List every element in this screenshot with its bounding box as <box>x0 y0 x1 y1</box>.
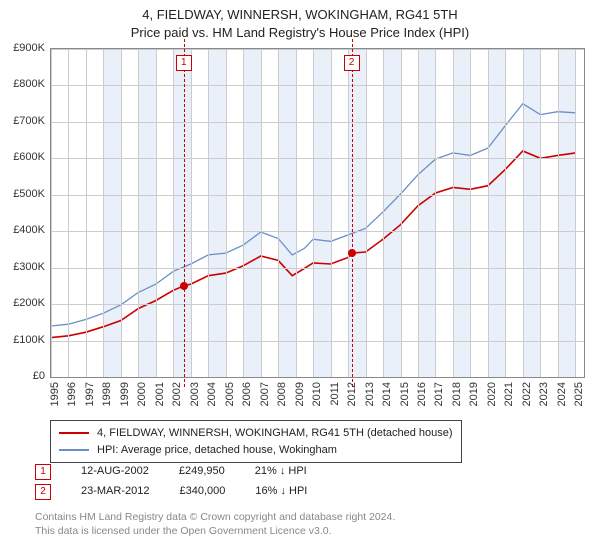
x-tick-label: 2022 <box>521 382 533 406</box>
title-line1: 4, FIELDWAY, WINNERSH, WOKINGHAM, RG41 5… <box>0 6 600 24</box>
x-tick-label: 2003 <box>189 382 201 406</box>
y-tick-label: £400K <box>0 224 45 236</box>
legend-label-series1: 4, FIELDWAY, WINNERSH, WOKINGHAM, RG41 5… <box>97 425 453 442</box>
title-line2: Price paid vs. HM Land Registry's House … <box>0 24 600 42</box>
x-tick-label: 2005 <box>224 382 236 406</box>
legend-swatch-series2 <box>59 449 89 451</box>
x-tick-label: 2001 <box>154 382 166 406</box>
legend: 4, FIELDWAY, WINNERSH, WOKINGHAM, RG41 5… <box>50 420 462 463</box>
legend-row-series1: 4, FIELDWAY, WINNERSH, WOKINGHAM, RG41 5… <box>59 425 453 442</box>
x-tick-label: 2006 <box>241 382 253 406</box>
x-tick-label: 2016 <box>416 382 428 406</box>
x-tick-label: 2011 <box>329 382 341 406</box>
transaction-delta-1: 21% ↓ HPI <box>255 462 307 482</box>
x-tick-label: 1997 <box>84 382 96 406</box>
y-tick-label: £600K <box>0 151 45 163</box>
legend-label-series2: HPI: Average price, detached house, Woki… <box>97 442 337 459</box>
x-tick-label: 2025 <box>573 382 585 406</box>
x-tick-label: 2019 <box>468 382 480 406</box>
x-tick-label: 2014 <box>381 382 393 406</box>
y-tick-label: £0 <box>0 370 45 382</box>
x-tick-label: 2013 <box>364 382 376 406</box>
x-tick-label: 1996 <box>66 382 78 406</box>
x-tick-label: 1995 <box>49 382 61 406</box>
transaction-row-2: 2 23-MAR-2012 £340,000 16% ↓ HPI <box>35 482 307 502</box>
x-tick-label: 2018 <box>451 382 463 406</box>
x-tick-label: 2015 <box>399 382 411 406</box>
x-tick-label: 2023 <box>538 382 550 406</box>
y-tick-label: £100K <box>0 334 45 346</box>
transaction-date-1: 12-AUG-2002 <box>81 462 149 482</box>
y-tick-label: £800K <box>0 78 45 90</box>
x-tick-label: 2012 <box>346 382 358 406</box>
x-tick-label: 2004 <box>206 382 218 406</box>
x-tick-label: 2020 <box>486 382 498 406</box>
transaction-marker-1: 1 <box>35 464 51 480</box>
title-block: 4, FIELDWAY, WINNERSH, WOKINGHAM, RG41 5… <box>0 0 600 42</box>
x-tick-label: 1998 <box>101 382 113 406</box>
transaction-date-2: 23-MAR-2012 <box>81 482 149 502</box>
transaction-dot <box>180 282 188 290</box>
x-tick-label: 2007 <box>259 382 271 406</box>
transaction-vline <box>184 39 185 387</box>
transaction-marker-box: 1 <box>176 55 192 71</box>
x-tick-label: 2010 <box>311 382 323 406</box>
transactions-table: 1 12-AUG-2002 £249,950 21% ↓ HPI 2 23-MA… <box>35 462 307 502</box>
transaction-price-2: £340,000 <box>179 482 225 502</box>
series-lines <box>51 49 584 377</box>
legend-row-series2: HPI: Average price, detached house, Woki… <box>59 442 453 459</box>
x-tick-label: 2017 <box>433 382 445 406</box>
y-tick-label: £700K <box>0 115 45 127</box>
y-tick-label: £200K <box>0 297 45 309</box>
transaction-delta-2: 16% ↓ HPI <box>255 482 307 502</box>
footer: Contains HM Land Registry data © Crown c… <box>35 510 395 538</box>
plot-region: 12 <box>50 48 585 378</box>
footer-line1: Contains HM Land Registry data © Crown c… <box>35 510 395 524</box>
y-tick-label: £900K <box>0 42 45 54</box>
legend-swatch-series1 <box>59 432 89 434</box>
transaction-marker-box: 2 <box>344 55 360 71</box>
x-tick-label: 2008 <box>276 382 288 406</box>
x-tick-label: 2002 <box>171 382 183 406</box>
transaction-marker-2: 2 <box>35 484 51 500</box>
transaction-dot <box>348 249 356 257</box>
x-tick-label: 2009 <box>294 382 306 406</box>
footer-line2: This data is licensed under the Open Gov… <box>35 524 395 538</box>
transaction-price-1: £249,950 <box>179 462 225 482</box>
y-tick-label: £500K <box>0 188 45 200</box>
x-tick-label: 2021 <box>503 382 515 406</box>
x-tick-label: 1999 <box>119 382 131 406</box>
chart-area: 12 £0£100K£200K£300K£400K£500K£600K£700K… <box>50 48 585 378</box>
y-tick-label: £300K <box>0 261 45 273</box>
x-tick-label: 2000 <box>136 382 148 406</box>
chart-container: 4, FIELDWAY, WINNERSH, WOKINGHAM, RG41 5… <box>0 0 600 560</box>
transaction-row-1: 1 12-AUG-2002 £249,950 21% ↓ HPI <box>35 462 307 482</box>
transaction-vline <box>352 39 353 387</box>
x-tick-label: 2024 <box>556 382 568 406</box>
